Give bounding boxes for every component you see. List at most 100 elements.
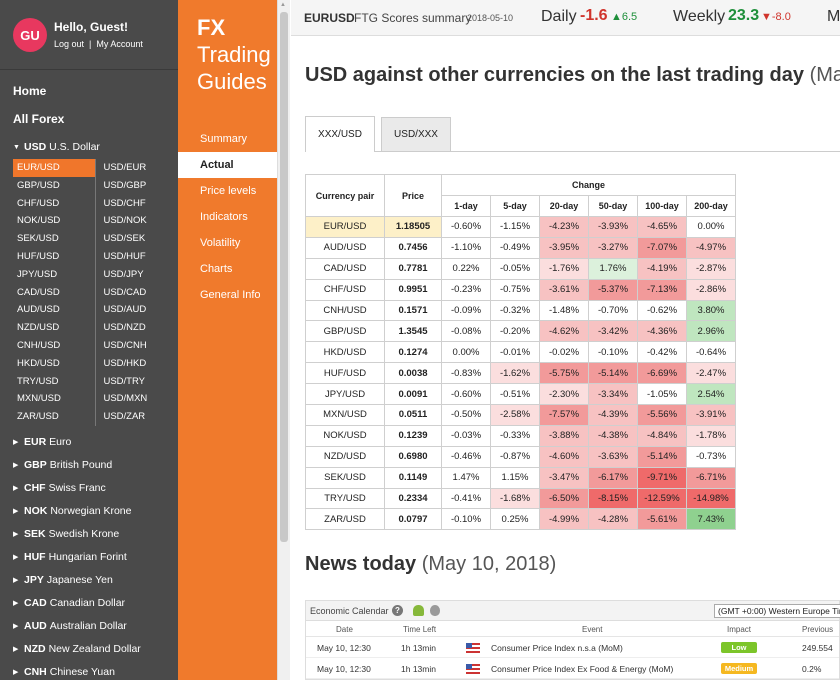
pair-link[interactable]: USD/HUF <box>103 250 146 262</box>
help-icon[interactable]: ? <box>392 605 403 616</box>
pair-link[interactable]: EUR/USD <box>13 159 96 177</box>
change-cell: -4.39% <box>588 404 638 426</box>
pair-link[interactable]: USD/CNH <box>103 339 147 351</box>
currency-pair-cell[interactable]: EUR/USD <box>305 216 385 238</box>
table-row: CHF/USD 0.9951 -0.23% -0.75% -3.61% -5.37% -7.… <box>305 278 736 301</box>
logout-link[interactable]: Log out <box>54 39 85 49</box>
price-cell: 1.18505 <box>384 216 442 238</box>
table-row: HKD/USD 0.1274 0.00% -0.01% -0.02% -0.10% -0.4… <box>305 341 736 364</box>
pair-link[interactable]: USD/CAD <box>103 286 147 298</box>
currency-pair-cell[interactable]: NZD/USD <box>305 445 385 468</box>
pair-link[interactable]: CNH/USD <box>17 339 61 351</box>
currency-pair-cell[interactable]: CAD/USD <box>305 257 385 280</box>
tab-usd-xxx[interactable]: USD/XXX <box>381 117 451 151</box>
pair-link[interactable]: CAD/USD <box>17 286 60 298</box>
currency-pair-cell[interactable]: TRY/USD <box>305 487 385 510</box>
currency-group-usd[interactable]: ▼ USD U.S. Dollar <box>0 136 178 159</box>
pair-link[interactable]: USD/NOK <box>103 215 147 227</box>
sub-nav-general-info[interactable]: General Info <box>200 289 261 301</box>
currency-group-eur[interactable]: ▶ EUR Euro <box>0 431 178 454</box>
change-cell: -4.23% <box>539 216 589 238</box>
currency-pair-cell[interactable]: GBP/USD <box>305 320 385 343</box>
sub-nav-actual[interactable]: Actual <box>178 152 277 178</box>
event-name[interactable]: Consumer Price Index Ex Food & Energy (M… <box>491 664 674 674</box>
change-cell: 1.47% <box>441 466 491 489</box>
pair-link[interactable]: USD/CHF <box>103 197 146 209</box>
pair-link[interactable]: TRY/USD <box>17 375 59 387</box>
scroll-up-icon[interactable]: ▲ <box>280 2 286 8</box>
price-cell: 0.0511 <box>384 404 442 426</box>
my-account-link[interactable]: My Account <box>96 39 143 49</box>
change-cell: -5.14% <box>588 362 638 385</box>
currency-code: NOK <box>24 504 48 517</box>
currency-pair-cell[interactable]: NOK/USD <box>305 424 385 447</box>
currency-pair-cell[interactable]: HKD/USD <box>305 341 385 364</box>
calendar-row[interactable]: May 10, 12:30 1h 13min Consumer Price Inde… <box>306 658 839 679</box>
scroll-thumb[interactable] <box>280 12 288 542</box>
pair-link[interactable]: USD/TRY <box>103 375 145 387</box>
currency-pair-cell[interactable]: HUF/USD <box>305 362 385 385</box>
currency-group-nok[interactable]: ▶ NOK Norwegian Krone <box>0 500 178 523</box>
pair-link[interactable]: USD/AUD <box>103 304 147 316</box>
currency-group-gbp[interactable]: ▶ GBP British Pound <box>0 454 178 477</box>
pair-link[interactable]: HKD/USD <box>17 357 60 369</box>
pair-link[interactable]: USD/NZD <box>103 322 146 334</box>
brand-logo[interactable]: FX Trading Guides <box>197 14 271 95</box>
pair-link[interactable]: NZD/USD <box>17 322 60 334</box>
currency-pair-cell[interactable]: CNH/USD <box>305 299 385 322</box>
price-cell: 0.7456 <box>384 236 442 259</box>
currency-group-cnh[interactable]: ▶ CNH Chinese Yuan <box>0 661 178 680</box>
change-cell: -2.86% <box>686 278 736 301</box>
currency-name: Japanese Yen <box>46 573 113 586</box>
nav-home[interactable]: Home <box>13 84 47 98</box>
currency-group-cad[interactable]: ▶ CAD Canadian Dollar <box>0 592 178 615</box>
apple-icon[interactable] <box>430 605 440 616</box>
scrollbar[interactable]: ▲ <box>277 0 290 680</box>
pair-link[interactable]: USD/GBP <box>103 179 147 191</box>
event-name[interactable]: Consumer Price Index n.s.a (MoM) <box>491 643 623 653</box>
pair-link[interactable]: USD/ZAR <box>103 411 146 423</box>
currency-pair-cell[interactable]: JPY/USD <box>305 383 385 406</box>
pair-link[interactable]: JPY/USD <box>17 268 58 280</box>
pair-link[interactable]: USD/MXN <box>103 393 148 405</box>
pair-link[interactable]: USD/HKD <box>103 357 147 369</box>
pair-link[interactable]: GBP/USD <box>17 179 60 191</box>
currency-pair-cell[interactable]: CHF/USD <box>305 278 385 301</box>
pair-link[interactable]: CHF/USD <box>17 197 60 209</box>
weekly-change: ▼-8.0 <box>761 11 791 23</box>
nav-all-forex[interactable]: All Forex <box>13 112 65 126</box>
pair-link[interactable]: USD/EUR <box>103 162 147 173</box>
change-cell: -0.60% <box>441 383 491 406</box>
pair-link[interactable]: USD/JPY <box>103 268 144 280</box>
currency-group-nzd[interactable]: ▶ NZD New Zealand Dollar <box>0 638 178 661</box>
calendar-row[interactable]: May 10, 12:30 1h 13min Consumer Price Inde… <box>306 637 839 658</box>
currency-group-chf[interactable]: ▶ CHF Swiss Franc <box>0 477 178 500</box>
pair-link[interactable]: SEK/USD <box>17 233 59 245</box>
sub-nav-summary[interactable]: Summary <box>200 133 248 145</box>
sub-nav-volatility[interactable]: Volatility <box>200 237 241 249</box>
sub-nav-charts[interactable]: Charts <box>200 263 233 275</box>
android-icon[interactable] <box>413 605 424 616</box>
price-cell: 0.6980 <box>384 445 442 468</box>
currency-group-huf[interactable]: ▶ HUF Hungarian Forint <box>0 546 178 569</box>
currency-pair-cell[interactable]: SEK/USD <box>305 466 385 489</box>
timezone-select[interactable]: (GMT +0:00) Western Europe Time <box>714 604 840 618</box>
sub-nav-indicators[interactable]: Indicators <box>200 211 248 223</box>
pair-link[interactable]: AUD/USD <box>17 304 60 316</box>
pair-link[interactable]: USD/SEK <box>103 233 146 245</box>
currency-pair-cell[interactable]: ZAR/USD <box>305 508 385 531</box>
pair-link[interactable]: MXN/USD <box>17 393 61 405</box>
currency-group-jpy[interactable]: ▶ JPY Japanese Yen <box>0 569 178 592</box>
currency-pair-cell[interactable]: MXN/USD <box>305 404 385 426</box>
avatar[interactable]: GU <box>13 18 47 52</box>
pair-link[interactable]: HUF/USD <box>17 250 60 262</box>
tab-xxx-usd[interactable]: XXX/USD <box>305 116 375 152</box>
sub-nav-price-levels[interactable]: Price levels <box>200 185 257 197</box>
pair-link[interactable]: ZAR/USD <box>17 411 59 423</box>
pair-link[interactable]: NOK/USD <box>17 215 61 227</box>
currency-group-aud[interactable]: ▶ AUD Australian Dollar <box>0 615 178 638</box>
currency-group-sek[interactable]: ▶ SEK Swedish Krone <box>0 523 178 546</box>
currency-pair-cell[interactable]: AUD/USD <box>305 236 385 259</box>
caret-right-icon: ▶ <box>13 576 19 584</box>
col-date: Date <box>336 625 353 634</box>
